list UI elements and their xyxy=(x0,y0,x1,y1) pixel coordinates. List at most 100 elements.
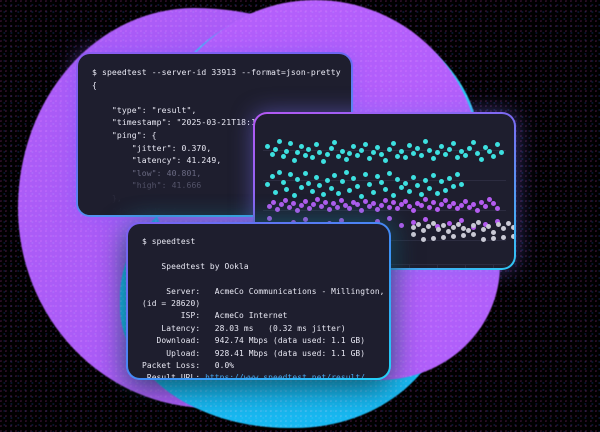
chart-data-point xyxy=(391,193,396,198)
chart-data-point xyxy=(347,151,352,156)
chart-data-point xyxy=(423,217,428,222)
chart-data-point xyxy=(395,206,400,211)
chart-data-point xyxy=(270,174,275,179)
chart-data-point xyxy=(277,170,282,175)
chart-data-point xyxy=(491,236,496,241)
chart-data-point xyxy=(495,219,500,224)
chart-data-point xyxy=(339,198,344,203)
chart-data-point xyxy=(343,203,348,208)
chart-data-point xyxy=(379,152,384,157)
chart-data-point xyxy=(395,154,400,159)
chart-data-point xyxy=(355,202,360,207)
chart-data-point xyxy=(399,223,404,228)
chart-data-point xyxy=(455,206,460,211)
chart-data-point xyxy=(447,147,452,152)
chart-data-point xyxy=(275,207,280,212)
chart-data-point xyxy=(273,147,278,152)
chart-data-point xyxy=(486,224,491,229)
chart-data-point xyxy=(427,148,432,153)
chart-data-point xyxy=(321,159,326,164)
chart-data-point xyxy=(447,176,452,181)
chart-data-point xyxy=(419,203,424,208)
chart-data-point xyxy=(391,200,396,205)
chart-data-point xyxy=(292,193,297,198)
chart-data-point xyxy=(303,153,308,158)
chart-data-point xyxy=(325,178,330,183)
result-url-link[interactable]: https://www.speedtest.net/result/ xyxy=(205,373,366,378)
chart-data-point xyxy=(411,175,416,180)
result-command: speedtest xyxy=(151,237,196,246)
json-output-card[interactable]: $ speedtest --server-id 33913 --format=j… xyxy=(76,52,353,217)
chart-data-point xyxy=(416,222,421,227)
chart-data-point xyxy=(367,204,372,209)
chart-data-point xyxy=(311,202,316,207)
result-row: (id = 28620) xyxy=(142,299,201,309)
result-terminal-body: $ speedtest Speedtest by Ookla Server: A… xyxy=(128,224,389,378)
chart-data-point xyxy=(501,226,506,231)
chart-data-point xyxy=(288,141,293,146)
result-url-label: Result URL: xyxy=(146,373,201,378)
chart-data-point xyxy=(339,218,344,223)
chart-data-point xyxy=(387,171,392,176)
chart-data-point xyxy=(329,146,334,151)
chart-data-point xyxy=(367,156,372,161)
chart-data-point xyxy=(323,200,328,205)
chart-data-point xyxy=(421,228,426,233)
chart-data-point xyxy=(475,151,480,156)
json-line: "ping": { xyxy=(111,129,157,140)
chart-data-point xyxy=(501,235,506,240)
chart-data-point xyxy=(363,199,368,204)
chart-data-point xyxy=(435,191,440,196)
chart-data-point xyxy=(441,235,446,240)
chart-data-point xyxy=(344,170,349,175)
chart-data-point xyxy=(325,152,330,157)
chart-data-point xyxy=(467,205,472,210)
chart-data-point xyxy=(436,227,441,232)
json-line: "latency": 41.249, xyxy=(131,155,222,166)
chart-data-point xyxy=(411,151,416,156)
chart-data-point xyxy=(267,204,272,209)
json-line: "jitter": 0.370, xyxy=(131,142,212,153)
chart-data-point xyxy=(423,178,428,183)
chart-data-point xyxy=(476,220,481,225)
chart-data-point xyxy=(295,208,300,213)
speedtest-result-card[interactable]: $ speedtest Speedtest by Ookla Server: A… xyxy=(126,222,391,380)
chart-data-point xyxy=(455,155,460,160)
chart-data-point xyxy=(446,229,451,234)
chart-data-point xyxy=(426,224,431,229)
json-line: "timestamp": "2025-03-21T18:16:36Z", xyxy=(111,117,291,128)
chart-data-point xyxy=(439,179,444,184)
chart-data-point xyxy=(399,202,404,207)
chart-data-point xyxy=(487,197,492,202)
chart-data-point xyxy=(431,236,436,241)
scatter-plot xyxy=(255,114,514,268)
chart-data-point xyxy=(355,153,360,158)
chart-data-point xyxy=(443,188,448,193)
chart-data-point xyxy=(306,147,311,152)
chart-data-point xyxy=(359,148,364,153)
chart-data-point xyxy=(281,180,286,185)
chart-data-point xyxy=(411,232,416,237)
chart-data-point xyxy=(383,198,388,203)
chart-data-point xyxy=(367,182,372,187)
chart-data-point xyxy=(431,200,436,205)
chart-data-point xyxy=(419,153,424,158)
chart-data-point xyxy=(459,203,464,208)
chart-data-point xyxy=(383,187,388,192)
chart-data-point xyxy=(303,199,308,204)
chart-data-point xyxy=(284,149,289,154)
chart-data-point xyxy=(463,199,468,204)
chart-data-point xyxy=(403,181,408,186)
chart-data-point xyxy=(479,157,484,162)
chart-data-point xyxy=(303,217,308,222)
chart-data-point xyxy=(307,206,312,211)
result-url-row: Result URL: https://www.speedtest.net/re… xyxy=(142,372,389,378)
chart-data-point xyxy=(495,142,500,147)
result-prompt: $ xyxy=(142,237,147,246)
chart-gridline xyxy=(263,180,506,181)
chart-data-point xyxy=(314,142,319,147)
chart-data-point xyxy=(371,201,376,206)
chart-data-point xyxy=(371,150,376,155)
chart-data-point xyxy=(375,219,380,224)
chart-data-point xyxy=(327,207,332,212)
